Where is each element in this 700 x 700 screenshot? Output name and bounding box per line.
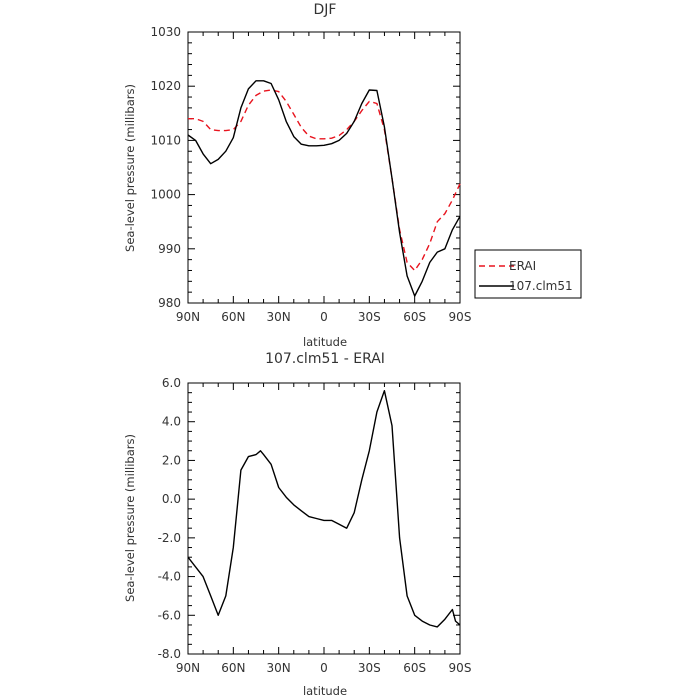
y-tick-label: 0.0 xyxy=(162,492,181,506)
legend-box xyxy=(474,249,582,299)
y-tick-label: 6.0 xyxy=(162,376,181,390)
x-tick-label: 60N xyxy=(221,310,245,324)
plot-frame xyxy=(187,382,461,655)
series-line-erai xyxy=(188,89,461,272)
x-tick-label: 60S xyxy=(403,661,426,675)
y-tick-label: -6.0 xyxy=(158,608,181,622)
y-tick-label: -8.0 xyxy=(158,647,181,661)
plot-frame xyxy=(187,31,461,304)
y-axis-label: Sea-level pressure (millibars) xyxy=(123,434,137,602)
x-tick-label: 90S xyxy=(449,661,472,675)
y-tick-label: 1030 xyxy=(150,25,181,39)
x-tick-label: 90N xyxy=(176,661,200,675)
y-tick-label: -4.0 xyxy=(158,570,181,584)
chart-title: 107.clm51 - ERAI xyxy=(265,351,385,367)
x-axis-label: latitude xyxy=(303,335,347,349)
y-tick-label: 1000 xyxy=(150,188,181,202)
y-tick-label: 990 xyxy=(158,242,181,256)
x-tick-label: 30N xyxy=(267,661,291,675)
y-tick-label: -2.0 xyxy=(158,531,181,545)
x-tick-label: 60N xyxy=(221,661,245,675)
legend: ERAI 107.clm51 xyxy=(474,249,582,299)
x-tick-label: 90N xyxy=(176,310,200,324)
x-tick-label: 30N xyxy=(267,310,291,324)
x-tick-label: 30S xyxy=(358,661,381,675)
y-tick-label: 4.0 xyxy=(162,415,181,429)
x-tick-label: 0 xyxy=(320,310,328,324)
difference-plot-area: 90N 60N 30N 0 30S 60S 90S -8.0 -6.0 -4.0 -2.0 0.0 2.… xyxy=(158,376,472,675)
pressure-plot-area: 90N 60N 30N 0 30S 60S 90S 980 990 1000 1010 1020 103… xyxy=(150,25,471,324)
difference-panel: 107.clm51 - ERAI 90N 60N 30N 0 30S 60S 90S -8.0… xyxy=(123,351,471,698)
y-axis-label: Sea-level pressure (millibars) xyxy=(123,84,137,252)
legend-label-model: 107.clm51 xyxy=(509,279,573,293)
x-tick-label: 30S xyxy=(358,310,381,324)
y-tick-label: 1010 xyxy=(150,133,181,147)
y-tick-label: 980 xyxy=(158,296,181,310)
chart-title: DJF xyxy=(314,2,337,18)
y-tick-label: 1020 xyxy=(150,79,181,93)
y-tick-label: 2.0 xyxy=(162,453,181,467)
x-tick-label: 0 xyxy=(320,661,328,675)
legend-label-erai: ERAI xyxy=(509,259,536,273)
pressure-panel: DJF 90N 60N 30N 0 30S 60S 90S 980 990 1000 1010 102… xyxy=(123,2,582,349)
x-axis-label: latitude xyxy=(303,684,347,698)
x-tick-label: 60S xyxy=(403,310,426,324)
series-line-difference xyxy=(187,390,461,628)
series-line-107-clm51 xyxy=(187,80,461,297)
x-tick-label: 90S xyxy=(449,310,472,324)
